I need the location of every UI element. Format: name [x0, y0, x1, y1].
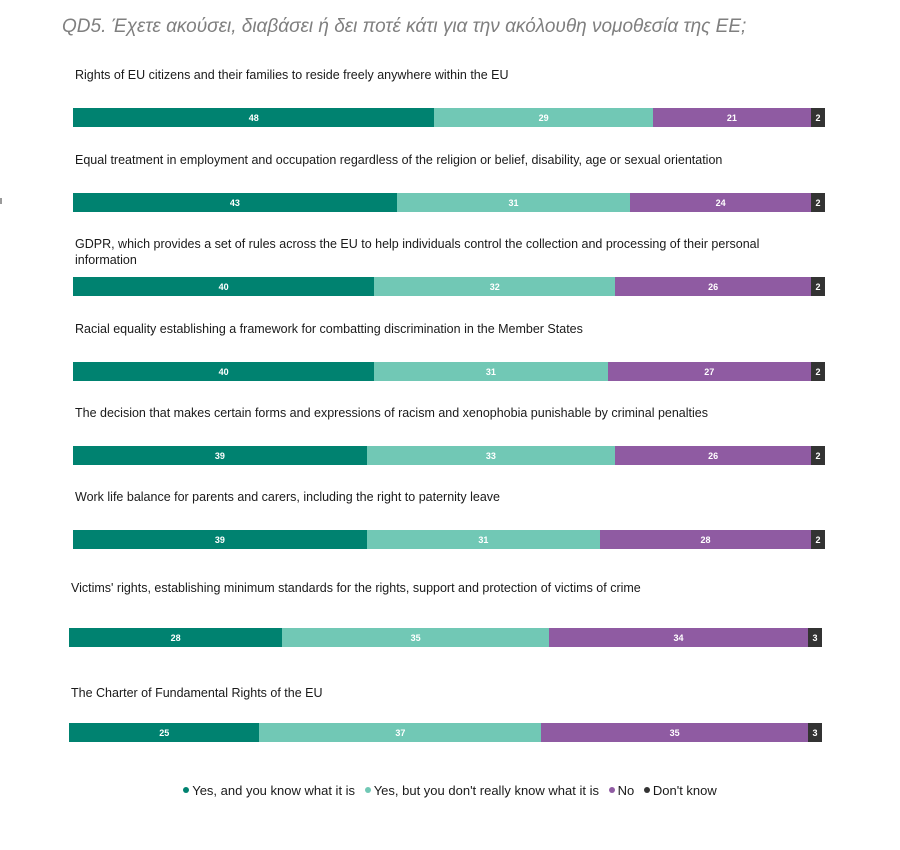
bar-row: 28 35 34 3 — [69, 628, 822, 647]
bar-segment-yes-know: 39 — [73, 446, 367, 465]
legend-item-no: No — [608, 782, 635, 798]
bar-segment-no: 26 — [615, 446, 811, 465]
bar-segment-yes-not-know: 31 — [366, 530, 601, 549]
legend-label-dont-know: Don't know — [652, 782, 717, 798]
legend-dot-yes-not-know — [364, 787, 371, 793]
bar-row: 39 33 26 2 — [73, 446, 825, 465]
bar-segment-yes-know: 25 — [69, 723, 260, 742]
bar-segment-dont-know: 3 — [807, 723, 822, 742]
bar-segment-dont-know: 2 — [810, 362, 825, 381]
row-label: The Charter of Fundamental Rights of the… — [71, 686, 323, 700]
legend-dot-dont-know — [643, 787, 650, 793]
chart-title: QD5. Έχετε ακούσει, διαβάσει ή δει ποτέ … — [62, 16, 747, 37]
bar-segment-yes-know: 39 — [73, 530, 367, 549]
row-label: Victims' rights, establishing minimum st… — [71, 581, 641, 595]
legend-item-dont-know: Don't know — [643, 782, 717, 798]
row-label: Equal treatment in employment and occupa… — [75, 153, 723, 167]
row-label: Work life balance for parents and carers… — [75, 490, 500, 504]
bar-segment-dont-know: 2 — [810, 446, 825, 465]
bar-segment-no: 34 — [548, 628, 808, 647]
bar-row: 40 32 26 2 — [73, 277, 825, 296]
legend-label-yes-not-know: Yes, but you don't really know what it i… — [373, 782, 599, 798]
legend: Yes, and you know what it is Yes, but yo… — [0, 781, 900, 798]
bar-segment-dont-know: 2 — [810, 193, 825, 212]
legend-label-no: No — [617, 782, 635, 798]
bar-segment-no: 35 — [541, 723, 808, 742]
bar-segment-dont-know: 2 — [810, 530, 825, 549]
legend-dot-no — [608, 787, 615, 793]
bar-segment-no: 28 — [600, 530, 811, 549]
row-label: GDPR, which provides a set of rules acro… — [75, 237, 760, 267]
row-label: Racial equality establishing a framework… — [75, 322, 583, 336]
bar-segment-yes-know: 43 — [73, 193, 397, 212]
legend-dot-yes-know — [183, 787, 190, 793]
bar-segment-yes-not-know: 35 — [282, 628, 549, 647]
bar-segment-yes-not-know: 31 — [396, 193, 631, 212]
bar-row: 43 31 24 2 — [73, 193, 825, 212]
bar-segment-no: 27 — [607, 362, 811, 381]
bar-row: 40 31 27 2 — [73, 362, 825, 381]
legend-label-yes-know: Yes, and you know what it is — [192, 782, 356, 798]
bar-segment-dont-know: 2 — [810, 277, 825, 296]
row-label: Rights of EU citizens and their families… — [75, 68, 509, 82]
bar-segment-yes-know: 40 — [73, 277, 375, 296]
stray-mark — [0, 198, 2, 204]
row-label: The decision that makes certain forms an… — [75, 406, 708, 420]
legend-item-yes-not-know: Yes, but you don't really know what it i… — [364, 782, 599, 798]
bar-row: 25 37 35 3 — [69, 723, 822, 742]
bar-segment-yes-not-know: 31 — [374, 362, 608, 381]
bar-row: 39 31 28 2 — [73, 530, 825, 549]
bar-segment-dont-know: 2 — [810, 108, 825, 127]
bar-segment-yes-not-know: 37 — [259, 723, 542, 742]
bar-segment-yes-not-know: 29 — [434, 108, 653, 127]
bar-segment-no: 21 — [652, 108, 811, 127]
bar-segment-yes-not-know: 33 — [366, 446, 616, 465]
bar-segment-no: 26 — [615, 277, 811, 296]
bar-segment-yes-know: 40 — [73, 362, 375, 381]
bar-segment-yes-know: 48 — [73, 108, 435, 127]
bar-segment-yes-know: 28 — [69, 628, 283, 647]
legend-item-yes-know: Yes, and you know what it is — [183, 783, 355, 798]
bar-segment-yes-not-know: 32 — [374, 277, 616, 296]
bar-segment-no: 24 — [630, 193, 811, 212]
bar-row: 48 29 21 2 — [73, 108, 825, 127]
bar-segment-dont-know: 3 — [807, 628, 822, 647]
